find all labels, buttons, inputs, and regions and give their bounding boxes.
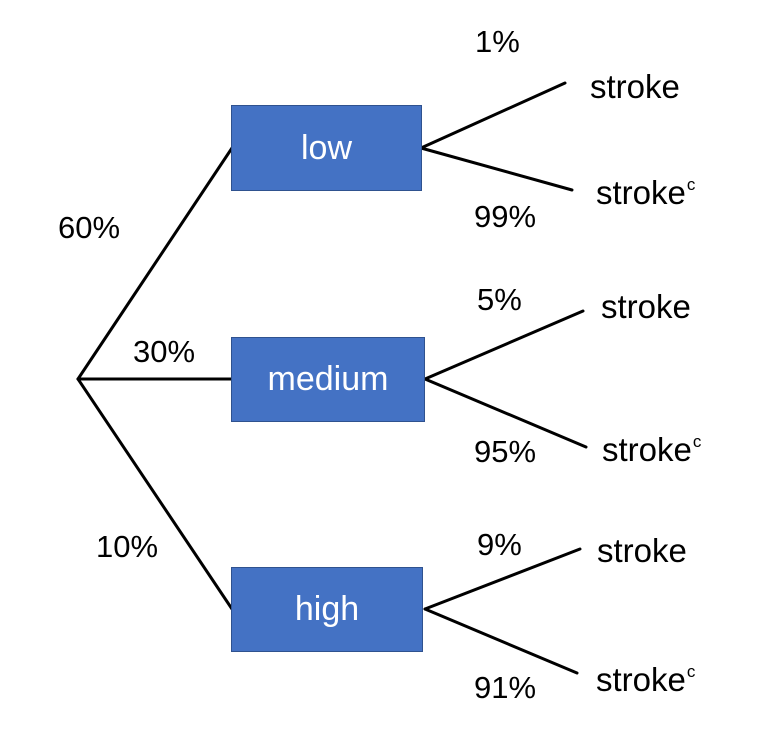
outcome-prob-low-stroke-c: 99% [474,199,537,234]
outcome-label-medium-stroke: stroke [601,288,691,325]
outcome-label-high-stroke-c: strokec [596,661,696,698]
node-high: high [231,567,423,652]
edge-root-high [76,377,234,611]
branch-prob-medium: 30% [133,334,196,369]
node-medium: medium [231,337,425,422]
outcome-prob-high-stroke-c: 91% [474,670,537,705]
outcome-prob-medium-stroke-c: 95% [474,434,537,469]
edge-low-stroke-c [419,146,574,192]
edge-root-low [76,146,234,381]
outcome-prob-high-stroke: 9% [477,527,522,562]
node-low: low [231,105,422,191]
outcome-label-low-stroke: stroke [590,68,680,105]
branch-prob-high: 10% [96,529,159,564]
edge-medium-stroke [423,309,585,381]
edge-low-stroke [419,81,567,150]
edge-high-stroke-c [423,607,579,675]
outcome-label-medium-stroke-c: strokec [602,431,702,468]
edge-medium-stroke-c [423,377,588,449]
outcome-prob-low-stroke: 1% [475,24,520,59]
outcome-label-low-stroke-c: strokec [596,174,696,211]
outcome-label-high-stroke: stroke [597,532,687,569]
outcome-prob-medium-stroke: 5% [477,282,522,317]
branch-prob-low: 60% [58,210,121,245]
edge-high-stroke [423,547,582,611]
